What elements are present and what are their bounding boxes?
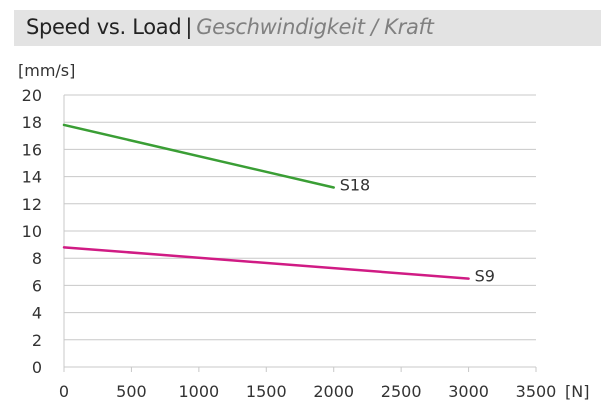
- y-tick-label: 10: [22, 222, 42, 241]
- x-tick-label: 1500: [246, 382, 287, 401]
- x-axis-ticks: 0 500 1000 1500 2000 2500 3000 3500: [59, 367, 556, 401]
- grid-lines: [63, 94, 536, 368]
- chart-title: Speed vs. Load: [26, 15, 182, 39]
- y-axis-ticks: 0 2 4 6 8 10 12 14 16 18 20: [22, 86, 42, 377]
- y-tick-label: 8: [32, 249, 42, 268]
- x-axis-label: [N]: [565, 382, 589, 401]
- series-lines: S18 S9: [62, 123, 495, 286]
- y-tick-label: 12: [22, 195, 42, 214]
- series-line-s18: [62, 123, 335, 189]
- y-tick-label: 16: [22, 140, 42, 159]
- x-tick-label: 1000: [178, 382, 219, 401]
- series-label-s18: S18: [340, 175, 371, 194]
- y-axis-label: [mm/s]: [18, 61, 75, 80]
- y-tick-label: 6: [32, 276, 42, 295]
- y-tick-label: 14: [22, 168, 42, 187]
- series-line-s9: [62, 246, 470, 280]
- x-tick-label: 3000: [448, 382, 489, 401]
- y-tick-label: 2: [32, 331, 42, 350]
- x-tick-label: 2500: [381, 382, 422, 401]
- y-tick-label: 0: [32, 358, 42, 377]
- y-tick-label: 4: [32, 304, 42, 323]
- chart-title-line: Speed vs. Load | Geschwindigkeit / Kraft: [26, 15, 434, 39]
- title-separator: |: [185, 15, 193, 39]
- x-tick-label: 2000: [313, 382, 354, 401]
- title-bar: Speed vs. Load | Geschwindigkeit / Kraft: [14, 10, 601, 46]
- y-tick-label: 20: [22, 86, 42, 105]
- chart-subtitle: Geschwindigkeit / Kraft: [196, 15, 434, 39]
- y-tick-label: 18: [22, 113, 42, 132]
- x-tick-label: 3500: [516, 382, 557, 401]
- x-tick-label: 500: [116, 382, 147, 401]
- series-label-s9: S9: [475, 267, 495, 286]
- x-tick-label: 0: [59, 382, 69, 401]
